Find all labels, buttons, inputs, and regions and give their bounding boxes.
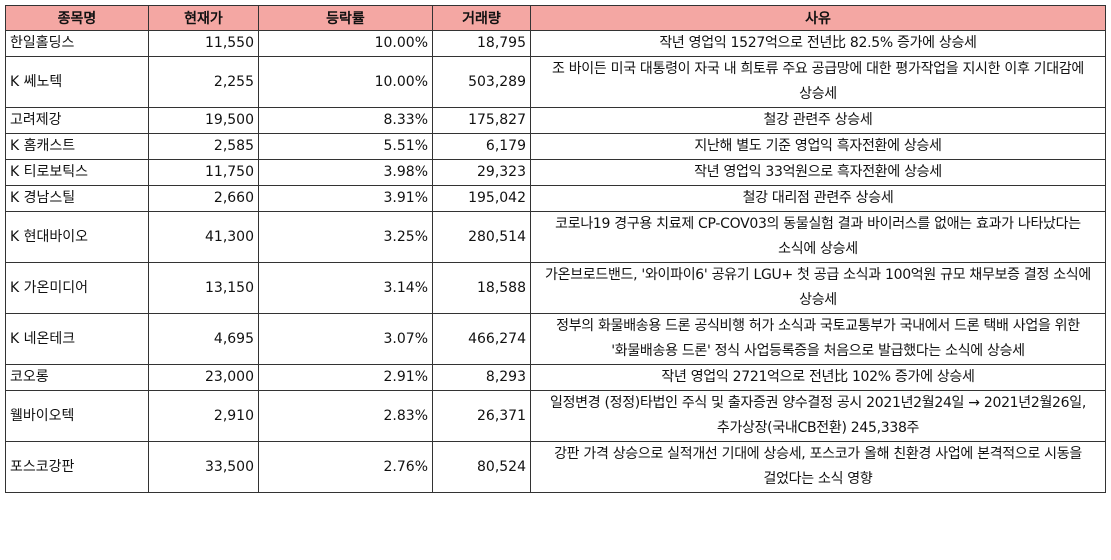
change-rate: 5.51% [258,133,433,160]
price: 19,500 [148,107,259,134]
change-rate: 10.00% [258,30,433,57]
change-rate: 3.91% [258,185,433,212]
header-cell: 등락률 [258,5,433,31]
change-rate: 3.98% [258,159,433,186]
table-container: 종목명 현재가 등락률 거래량 사유 한일홀딩스 11,550 10.00% 18,795 작년… [5,5,1106,493]
change-rate: 3.14% [258,262,433,314]
change-rate: 2.83% [258,390,433,442]
header-cell: 사유 [530,5,1106,31]
price: 23,000 [148,364,259,391]
table-row: 고려제강 19,500 8.33% 175,827 철강 관련주 상승세 [5,107,1106,134]
reason: 지난해 별도 기준 영업익 흑자전환에 상승세 [530,133,1106,160]
volume: 29,323 [432,159,531,186]
change-rate: 10.00% [258,56,433,108]
change-rate: 3.07% [258,313,433,365]
table-row: K 쎄노텍 2,255 10.00% 503,289 조 바이든 미국 대통령이 자국 … [5,56,1106,108]
volume: 80,524 [432,441,531,493]
change-rate: 2.76% [258,441,433,493]
table-row: 포스코강판 33,500 2.76% 80,524 강판 가격 상승으로 실적개선 기대… [5,441,1106,493]
table-body: 한일홀딩스 11,550 10.00% 18,795 작년 영업익 1527억으로 전년… [5,30,1106,493]
stock-name: K 현대바이오 [5,211,149,263]
table-row: 한일홀딩스 11,550 10.00% 18,795 작년 영업익 1527억으로 전년… [5,30,1106,57]
table-row: 코오롱 23,000 2.91% 8,293 작년 영업익 2721억으로 전년比 10… [5,364,1106,391]
reason: 철강 대리점 관련주 상승세 [530,185,1106,212]
table-row: 웰바이오텍 2,910 2.83% 26,371 일정변경 (정정)타법인 주식 및 출… [5,390,1106,442]
stock-table: 종목명 현재가 등락률 거래량 사유 한일홀딩스 11,550 10.00% 18,795 작년… [5,5,1106,493]
stock-name: K 경남스틸 [5,185,149,212]
stock-name: K 티로보틱스 [5,159,149,186]
table-row: K 현대바이오 41,300 3.25% 280,514 코로나19 경구용 치료제 C… [5,211,1106,263]
volume: 466,274 [432,313,531,365]
reason: 정부의 화물배송용 드론 공식비행 허가 소식과 국토교통부가 국내에서 드론 … [530,313,1106,365]
price: 11,750 [148,159,259,186]
change-rate: 2.91% [258,364,433,391]
price: 2,255 [148,56,259,108]
stock-name: K 네온테크 [5,313,149,365]
volume: 8,293 [432,364,531,391]
reason: 작년 영업익 2721억으로 전년比 102% 증가에 상승세 [530,364,1106,391]
reason: 강판 가격 상승으로 실적개선 기대에 상승세, 포스코가 올해 친환경 사업에… [530,441,1106,493]
volume: 280,514 [432,211,531,263]
volume: 195,042 [432,185,531,212]
table-row: K 티로보틱스 11,750 3.98% 29,323 작년 영업익 33억원으로 흑자… [5,159,1106,186]
stock-name: 코오롱 [5,364,149,391]
header-cell: 종목명 [5,5,149,31]
price: 33,500 [148,441,259,493]
price: 2,585 [148,133,259,160]
stock-name: 고려제강 [5,107,149,134]
reason: 작년 영업익 33억원으로 흑자전환에 상승세 [530,159,1106,186]
reason: 코로나19 경구용 치료제 CP-COV03의 동물실험 결과 바이러스를 없애… [530,211,1106,263]
stock-name: 한일홀딩스 [5,30,149,57]
table-row: K 경남스틸 2,660 3.91% 195,042 철강 대리점 관련주 상승세 [5,185,1106,212]
volume: 18,795 [432,30,531,57]
stock-name: 포스코강판 [5,441,149,493]
price: 2,660 [148,185,259,212]
stock-name: K 홈캐스트 [5,133,149,160]
price: 11,550 [148,30,259,57]
stock-name: K 가온미디어 [5,262,149,314]
price: 41,300 [148,211,259,263]
volume: 503,289 [432,56,531,108]
volume: 26,371 [432,390,531,442]
header-row: 종목명 현재가 등락률 거래량 사유 [5,5,1106,31]
table-row: K 홈캐스트 2,585 5.51% 6,179 지난해 별도 기준 영업익 흑자전환에… [5,133,1106,160]
change-rate: 8.33% [258,107,433,134]
price: 2,910 [148,390,259,442]
stock-name: K 쎄노텍 [5,56,149,108]
header-cell: 현재가 [148,5,259,31]
table-row: K 가온미디어 13,150 3.14% 18,588 가온브로드밴드, '와이파이6'… [5,262,1106,314]
reason: 가온브로드밴드, '와이파이6' 공유기 LGU+ 첫 공급 소식과 100억원… [530,262,1106,314]
header-cell: 거래량 [432,5,531,31]
reason: 일정변경 (정정)타법인 주식 및 출자증권 양수결정 공시 2021년2월24… [530,390,1106,442]
price: 4,695 [148,313,259,365]
reason: 철강 관련주 상승세 [530,107,1106,134]
stock-name: 웰바이오텍 [5,390,149,442]
reason: 조 바이든 미국 대통령이 자국 내 희토류 주요 공급망에 대한 평가작업을 … [530,56,1106,108]
table-row: K 네온테크 4,695 3.07% 466,274 정부의 화물배송용 드론 공식비행… [5,313,1106,365]
volume: 175,827 [432,107,531,134]
price: 13,150 [148,262,259,314]
reason: 작년 영업익 1527억으로 전년比 82.5% 증가에 상승세 [530,30,1106,57]
volume: 6,179 [432,133,531,160]
volume: 18,588 [432,262,531,314]
change-rate: 3.25% [258,211,433,263]
